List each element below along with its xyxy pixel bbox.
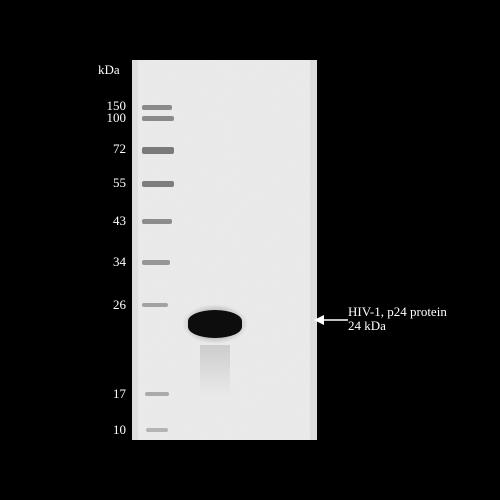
band-annotation-line2: 24 kDa (348, 318, 386, 333)
marker-label: 72 (98, 141, 126, 157)
sample-smear (200, 345, 230, 395)
ladder-band (142, 181, 174, 187)
ladder-band (146, 428, 168, 432)
ladder-band (142, 116, 174, 121)
marker-label: 43 (98, 213, 126, 229)
ladder-band (142, 105, 172, 110)
ladder-band (142, 147, 174, 154)
marker-label: 10 (98, 422, 126, 438)
unit-label: kDa (98, 62, 120, 78)
marker-label: 26 (98, 297, 126, 313)
marker-label: 34 (98, 254, 126, 270)
marker-label: 100 (98, 110, 126, 126)
ladder-band (142, 219, 172, 224)
sample-band (188, 310, 242, 338)
marker-label: 17 (98, 386, 126, 402)
ladder-band (145, 392, 169, 396)
ladder-band (142, 303, 168, 307)
ladder-band (142, 260, 170, 265)
marker-label: 55 (98, 175, 126, 191)
band-annotation: HIV-1, p24 protein 24 kDa (348, 305, 447, 333)
band-annotation-line1: HIV-1, p24 protein (348, 304, 447, 319)
